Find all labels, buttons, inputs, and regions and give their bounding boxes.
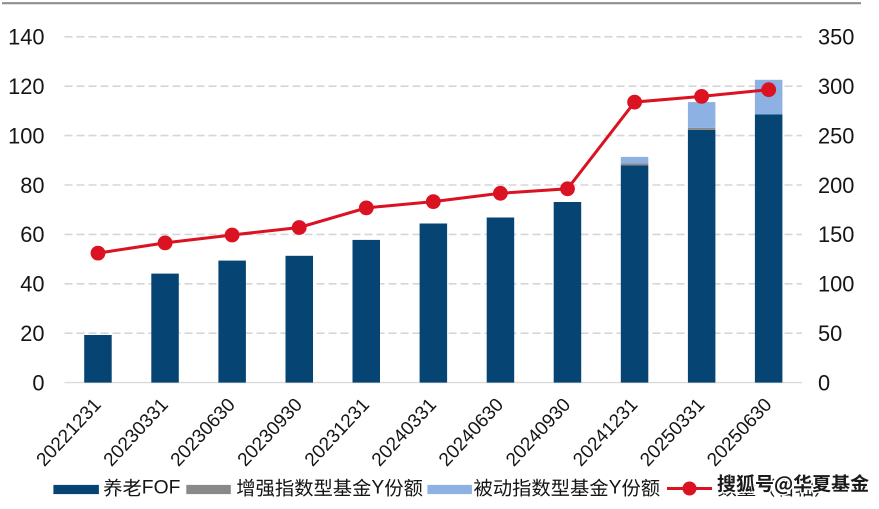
svg-text:Y: Y bbox=[371, 478, 384, 499]
svg-text:250: 250 bbox=[818, 123, 854, 148]
svg-text:300: 300 bbox=[818, 74, 854, 99]
svg-text:0: 0 bbox=[32, 370, 44, 395]
svg-text:150: 150 bbox=[818, 222, 854, 247]
svg-text:0: 0 bbox=[818, 370, 830, 395]
svg-text:80: 80 bbox=[20, 173, 44, 198]
svg-text:20: 20 bbox=[20, 321, 44, 346]
svg-text:Y: Y bbox=[609, 478, 622, 499]
svg-text:200: 200 bbox=[818, 173, 854, 198]
svg-text:60: 60 bbox=[20, 222, 44, 247]
svg-text:100: 100 bbox=[818, 272, 854, 297]
svg-text:140: 140 bbox=[8, 25, 44, 50]
svg-text:50: 50 bbox=[818, 321, 842, 346]
svg-text:120: 120 bbox=[8, 74, 44, 99]
svg-text:40: 40 bbox=[20, 272, 44, 297]
svg-text:350: 350 bbox=[818, 25, 854, 50]
svg-text:FOF: FOF bbox=[142, 478, 181, 499]
svg-text:100: 100 bbox=[8, 123, 44, 148]
